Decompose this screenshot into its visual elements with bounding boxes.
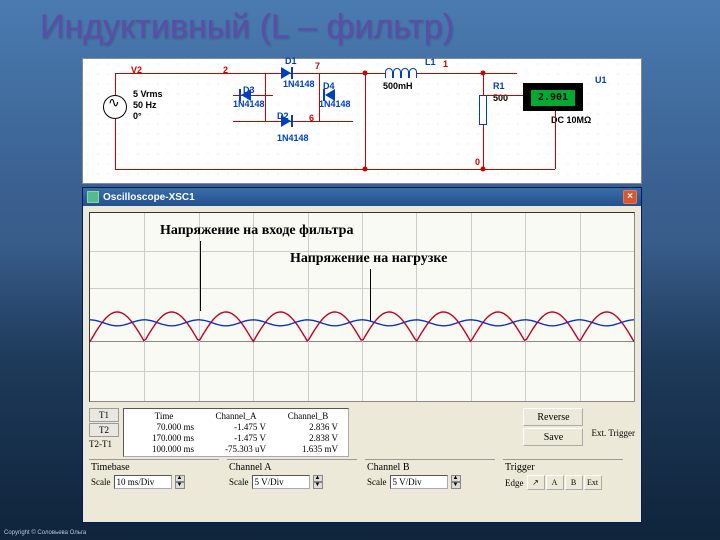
node-0: 0 <box>475 157 480 167</box>
timebase-scale-input[interactable] <box>114 475 172 489</box>
freq-label: 50 Hz <box>133 100 157 110</box>
cha-title: Channel A <box>229 462 355 473</box>
timebase-panel: Timebase Scale ▲▼ <box>89 459 219 490</box>
d1-type: 1N4148 <box>283 79 315 89</box>
trig-ext-btn[interactable]: Ext <box>584 475 602 490</box>
voltmeter-display: 2.901 <box>531 90 575 106</box>
hd-time: Time <box>128 411 200 421</box>
circuit-schematic: V2 5 Vrms 50 Hz 0° D1 1N4148 D3 1N4148 D… <box>82 58 642 184</box>
diode-d1-icon <box>281 67 291 79</box>
r1-label: R1 <box>493 81 505 91</box>
t2t1-label: T2-T1 <box>89 438 119 449</box>
trig-a-btn[interactable]: A <box>546 475 564 490</box>
slide-title: Индуктивный (L – фильтр) <box>40 8 454 47</box>
reverse-button[interactable]: Reverse <box>523 408 583 426</box>
u1-label: U1 <box>595 75 607 85</box>
trig-b-btn[interactable]: B <box>565 475 583 490</box>
waveforms <box>90 213 634 401</box>
d1-label: D1 <box>285 56 297 66</box>
window-title: Oscilloscope-XSC1 <box>103 192 623 203</box>
readout-panel: T1 T2 T2-T1 Time Channel_A Channel_B 70.… <box>89 408 635 457</box>
r1c0: 170.000 ms <box>128 433 200 443</box>
oscilloscope-window: Oscilloscope-XSC1 × Напряжение на входе … <box>82 187 642 523</box>
trigger-buttons: ↗ A B Ext <box>527 475 602 490</box>
titlebar[interactable]: Oscilloscope-XSC1 × <box>83 188 641 206</box>
chb-title: Channel B <box>367 462 493 473</box>
hd-cha: Channel_A <box>200 411 272 421</box>
d3-type: 1N4148 <box>233 99 265 109</box>
scope-plot[interactable]: Напряжение на входе фильтра Напряжение н… <box>89 212 635 402</box>
inductor-icon <box>385 68 417 78</box>
r1c1: -1.475 V <box>200 433 272 443</box>
d2-type: 1N4148 <box>277 133 309 143</box>
channel-b-panel: Channel B Scale ▲▼ <box>365 459 495 490</box>
chb-spin[interactable]: ▲▼ <box>451 475 461 489</box>
cha-scale-input[interactable] <box>252 475 310 489</box>
trigger-title: Trigger <box>505 462 621 473</box>
cha-spin[interactable]: ▲▼ <box>313 475 323 489</box>
r1c2: 2.838 V <box>272 433 344 443</box>
edge-label: Edge <box>505 478 524 488</box>
tb-scale-label: Scale <box>91 477 111 487</box>
resistor-icon <box>479 95 487 125</box>
cha-scale-label: Scale <box>229 477 249 487</box>
tb-spin[interactable]: ▲▼ <box>175 475 185 489</box>
channel-a-panel: Channel A Scale ▲▼ <box>227 459 357 490</box>
node-1: 1 <box>443 59 448 69</box>
phase-label: 0° <box>133 111 142 121</box>
control-panels: Timebase Scale ▲▼ Channel A Scale ▲▼ Cha… <box>89 459 635 490</box>
u1-mode: DC 10MΩ <box>551 115 591 125</box>
l1-value: 500mH <box>383 81 413 91</box>
voltmeter: 2.901 <box>523 83 583 111</box>
trigger-panel: Trigger Edge ↗ A B Ext <box>503 459 623 490</box>
t2-marker[interactable]: T2 <box>89 423 119 437</box>
hd-chb: Channel_B <box>272 411 344 421</box>
r2c2: 1.635 mV <box>272 444 344 454</box>
r0c1: -1.475 V <box>200 422 272 432</box>
trig-edge-btn[interactable]: ↗ <box>527 475 545 490</box>
chb-scale-input[interactable] <box>390 475 448 489</box>
node-2: 2 <box>223 65 228 75</box>
readout-grid: Time Channel_A Channel_B 70.000 ms -1.47… <box>123 408 349 457</box>
d4-type: 1N4148 <box>319 99 351 109</box>
node-7: 7 <box>315 61 320 71</box>
t1-marker[interactable]: T1 <box>89 408 119 422</box>
vrms-label: 5 Vrms <box>133 89 163 99</box>
r0c2: 2.836 V <box>272 422 344 432</box>
credit-text: Copyright © Соловьева Ольга <box>4 530 86 536</box>
l1-label: L1 <box>425 57 436 67</box>
chb-scale-label: Scale <box>367 477 387 487</box>
close-icon[interactable]: × <box>623 190 637 204</box>
timebase-title: Timebase <box>91 462 217 473</box>
titlebar-icon <box>87 191 99 203</box>
save-button[interactable]: Save <box>523 428 583 446</box>
r2c0: 100.000 ms <box>128 444 200 454</box>
ac-source-icon <box>103 95 127 119</box>
r0c0: 70.000 ms <box>128 422 200 432</box>
r2c1: -75.303 uV <box>200 444 272 454</box>
ext-trigger-label: Ext. Trigger <box>591 428 635 438</box>
diode-d2-icon <box>281 115 291 127</box>
node-6: 6 <box>309 113 314 123</box>
